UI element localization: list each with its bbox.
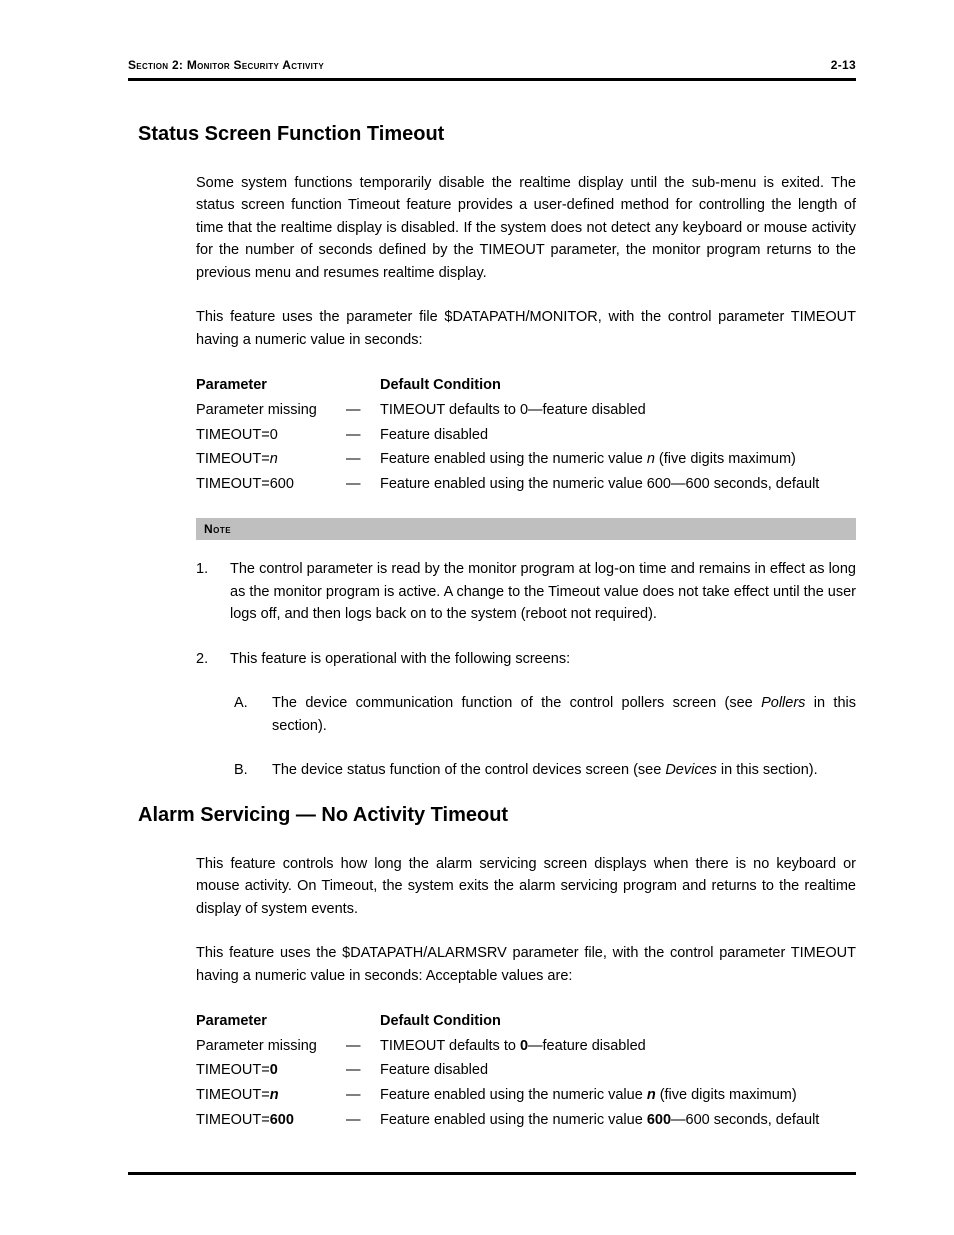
header-page-number: 2-13 — [831, 58, 856, 72]
sub-item-a: A. The device communication function of … — [234, 692, 856, 737]
param-cell: TIMEOUT=n — [196, 1083, 346, 1108]
section1-body: Some system functions temporarily disabl… — [196, 172, 856, 782]
sub-list: A. The device communication function of … — [230, 692, 856, 781]
hdr-parameter: Parameter — [196, 373, 346, 398]
footer-rule — [128, 1172, 856, 1175]
note-text: The control parameter is read by the mon… — [230, 558, 856, 625]
param-cell: Parameter missing — [196, 1034, 346, 1059]
note-text: This feature is operational with the fol… — [230, 648, 856, 782]
section1-title: Status Screen Function Timeout — [138, 123, 856, 146]
cond-cell: Feature enabled using the numeric value … — [380, 1108, 856, 1133]
hdr-parameter: Parameter — [196, 1009, 346, 1034]
table-row: TIMEOUT=600 — Feature enabled using the … — [196, 472, 856, 497]
table-row: TIMEOUT=0 — Feature disabled — [196, 423, 856, 448]
note-number: 1. — [196, 558, 230, 625]
table-row: TIMEOUT=0 — Feature disabled — [196, 1058, 856, 1083]
sub-item-b: B. The device status function of the con… — [234, 759, 856, 781]
dash: — — [346, 1034, 380, 1059]
dash: — — [346, 1108, 380, 1133]
sub-text: The device communication function of the… — [272, 692, 856, 737]
dash: — — [346, 447, 380, 472]
cond-cell: Feature enabled using the numeric value … — [380, 1083, 856, 1108]
cond-cell: TIMEOUT defaults to 0—feature disabled — [380, 398, 856, 423]
running-header: Section 2: Monitor Security Activity 2-1… — [128, 58, 856, 72]
page: Section 2: Monitor Security Activity 2-1… — [0, 0, 954, 1235]
section2-para2: This feature uses the $DATAPATH/ALARMSRV… — [196, 942, 856, 987]
dash: — — [346, 1058, 380, 1083]
table-header-row: Parameter Default Condition — [196, 1009, 856, 1034]
dash: — — [346, 472, 380, 497]
table-row: Parameter missing — TIMEOUT defaults to … — [196, 1034, 856, 1059]
table-row: TIMEOUT=n — Feature enabled using the nu… — [196, 1083, 856, 1108]
note-item-2: 2. This feature is operational with the … — [196, 648, 856, 782]
section2-body: This feature controls how long the alarm… — [196, 853, 856, 1133]
param-cell: Parameter missing — [196, 398, 346, 423]
param-cell: TIMEOUT=0 — [196, 423, 346, 448]
param-cell: TIMEOUT=600 — [196, 1108, 346, 1133]
table-row: TIMEOUT=n — Feature enabled using the nu… — [196, 447, 856, 472]
sub-text: The device status function of the contro… — [272, 759, 856, 781]
table-row: Parameter missing — TIMEOUT defaults to … — [196, 398, 856, 423]
sub-letter: B. — [234, 759, 272, 781]
dash: — — [346, 398, 380, 423]
note-list: 1. The control parameter is read by the … — [196, 558, 856, 781]
hdr-condition: Default Condition — [380, 373, 856, 398]
section1-para2: This feature uses the parameter file $DA… — [196, 306, 856, 351]
section1-param-table: Parameter Default Condition Parameter mi… — [196, 373, 856, 496]
section2-title: Alarm Servicing — No Activity Timeout — [138, 804, 856, 827]
note-bar: Note — [196, 518, 856, 540]
cond-cell: Feature disabled — [380, 423, 856, 448]
param-cell: TIMEOUT=0 — [196, 1058, 346, 1083]
cond-cell: Feature disabled — [380, 1058, 856, 1083]
section2-param-table: Parameter Default Condition Parameter mi… — [196, 1009, 856, 1132]
sub-letter: A. — [234, 692, 272, 737]
section2-para1: This feature controls how long the alarm… — [196, 853, 856, 920]
hdr-condition: Default Condition — [380, 1009, 856, 1034]
table-header-row: Parameter Default Condition — [196, 373, 856, 398]
section1-para1: Some system functions temporarily disabl… — [196, 172, 856, 284]
note-item-1: 1. The control parameter is read by the … — [196, 558, 856, 625]
table-row: TIMEOUT=600 — Feature enabled using the … — [196, 1108, 856, 1133]
header-rule — [128, 78, 856, 81]
cond-cell: TIMEOUT defaults to 0—feature disabled — [380, 1034, 856, 1059]
cond-cell: Feature enabled using the numeric value … — [380, 447, 856, 472]
dash: — — [346, 423, 380, 448]
param-cell: TIMEOUT=n — [196, 447, 346, 472]
cond-cell: Feature enabled using the numeric value … — [380, 472, 856, 497]
param-cell: TIMEOUT=600 — [196, 472, 346, 497]
header-left: Section 2: Monitor Security Activity — [128, 58, 324, 72]
note-number: 2. — [196, 648, 230, 782]
dash: — — [346, 1083, 380, 1108]
